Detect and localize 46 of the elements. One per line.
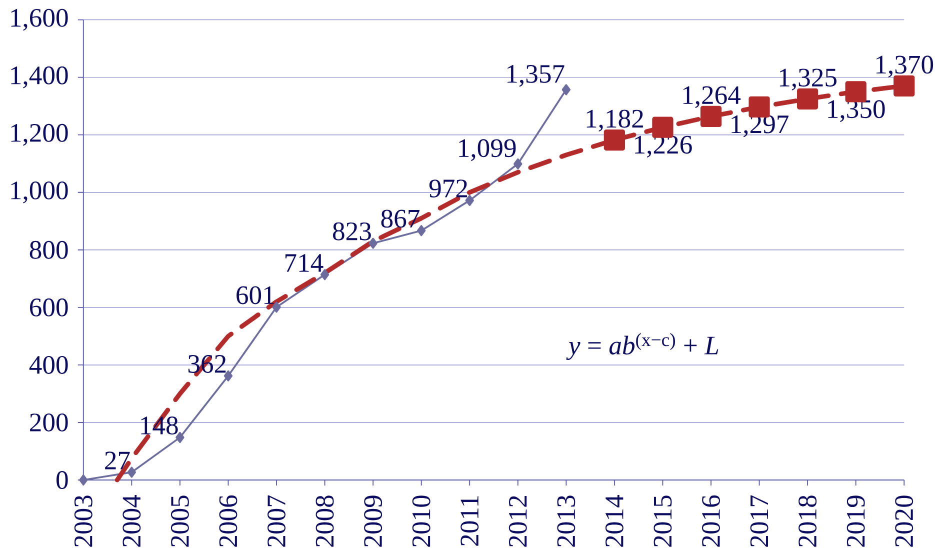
data-label: 1,099 <box>459 139 516 162</box>
point <box>79 474 88 486</box>
data-label: 867 <box>381 210 420 228</box>
x-tick-label: 2004 <box>122 495 141 547</box>
y-tick-label: 1,000 <box>11 182 68 204</box>
annotation: y = ab$^{(x−c)}$ + L <box>566 333 718 360</box>
data-label: 601 <box>236 286 274 304</box>
x-tick-label: 2020 <box>895 496 914 547</box>
x-tick-label: 2010 <box>412 496 430 547</box>
y-tick-label: 1,600 <box>11 9 68 31</box>
data-label: 714 <box>285 254 324 272</box>
data-label: 27 <box>105 452 130 470</box>
y-tick-label: 0 <box>56 471 68 490</box>
y-tick-label: 400 <box>29 356 68 374</box>
x-tick-label: 2007 <box>268 495 286 547</box>
x-tick-label: 2008 <box>316 496 334 547</box>
y-tick-label: 1,400 <box>11 66 68 88</box>
x-tick-label: 2005 <box>170 496 189 547</box>
data-label: 972 <box>429 180 468 198</box>
point <box>894 76 915 97</box>
data-label: 1,182 <box>586 110 643 132</box>
x-tick-label: 2009 <box>364 496 382 547</box>
x-tick-label: 2013 <box>557 496 576 547</box>
x-tick-label: 2017 <box>750 495 768 547</box>
x-tick-label: 2019 <box>846 496 865 547</box>
x-tick-label: 2006 <box>219 496 238 547</box>
point <box>272 302 281 313</box>
point <box>604 130 626 151</box>
x-tick-label: 2003 <box>74 496 92 547</box>
x-tick-label: 2015 <box>654 496 672 547</box>
data-label: 1,264 <box>683 86 741 108</box>
data-label: 1,325 <box>780 68 836 91</box>
x-tick-label: 2012 <box>508 496 527 547</box>
y-tick-label: 800 <box>30 241 68 260</box>
y-tick-label: 1,200 <box>11 124 68 146</box>
y-tick-label: 600 <box>30 298 68 317</box>
x-tick-label: 2014 <box>605 495 624 547</box>
data-label: 148 <box>141 416 178 435</box>
y-tick-label: 200 <box>30 414 68 432</box>
point <box>465 195 474 206</box>
data-label: 823 <box>333 222 371 240</box>
data-label: 1,370 <box>876 56 934 78</box>
data-label: 1,357 <box>507 65 564 87</box>
x-tick-label: 2016 <box>702 496 720 547</box>
x-tick-label: 2011 <box>460 496 479 546</box>
x-tick-label: 2018 <box>798 496 817 547</box>
